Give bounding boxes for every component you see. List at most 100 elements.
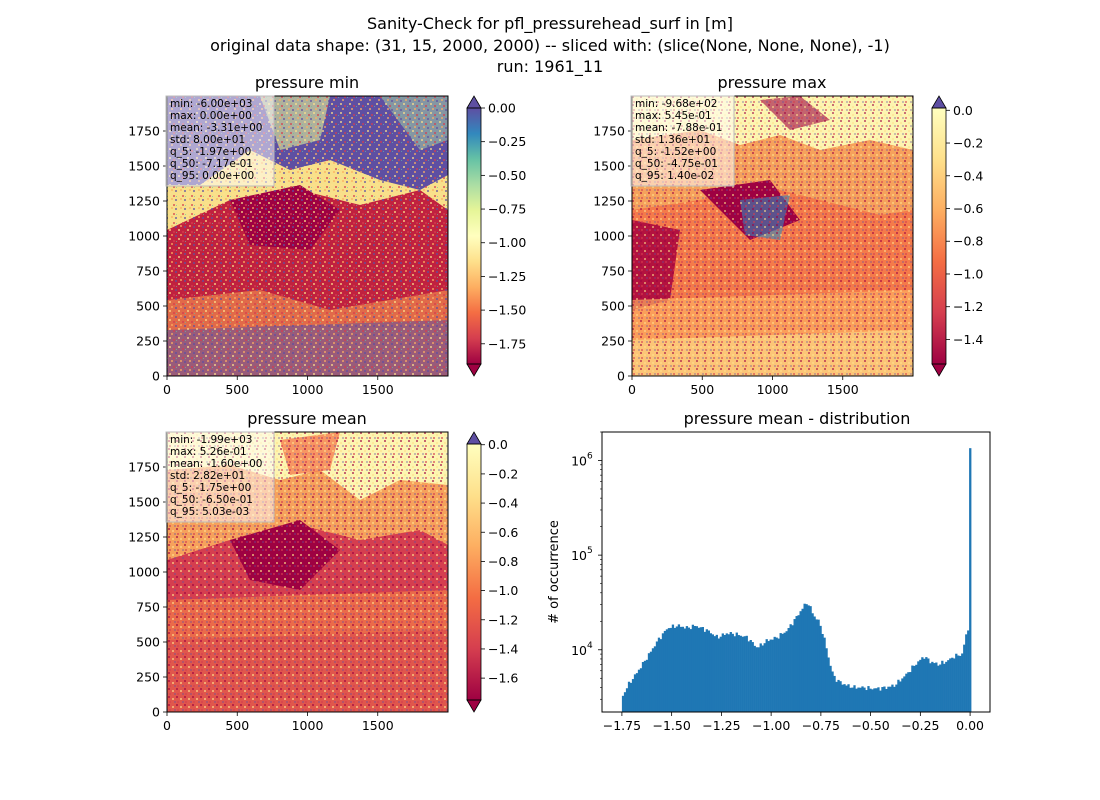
histogram-bar xyxy=(843,684,846,712)
histogram-bar xyxy=(755,647,758,712)
histogram-bar xyxy=(763,643,766,712)
histogram-bar xyxy=(709,633,712,712)
histogram-bar xyxy=(907,672,910,712)
heatmap-image xyxy=(167,432,448,712)
histogram-bar xyxy=(657,637,661,712)
colorbar-tick-label: −0.2 xyxy=(953,136,983,151)
histogram-bar xyxy=(739,635,742,712)
histogram-bar xyxy=(795,616,798,712)
y-tick-exponent: 4 xyxy=(587,641,593,651)
histogram-bar xyxy=(641,662,645,712)
y-tick-label: 750 xyxy=(136,600,160,615)
histogram-bar xyxy=(817,619,820,712)
histogram-bar xyxy=(737,635,740,712)
histogram-bar xyxy=(957,655,960,712)
histogram-bar xyxy=(811,613,814,712)
histogram-bar xyxy=(707,630,710,712)
histogram-bar xyxy=(965,634,968,712)
y-tick-label: 750 xyxy=(601,264,625,279)
colorbar-tick-label: −0.4 xyxy=(953,168,983,183)
colorbar: 0.0 −0.2 −0.4 −0.6 −0.8 −1.0 −1.2 −1.4 −1.6 xyxy=(466,431,518,713)
histogram-bar xyxy=(833,675,836,712)
colorbar-tick-label: −1.4 xyxy=(488,641,518,656)
stats-line: q_5: -1.97e+00 xyxy=(170,146,251,158)
stats-line: max: 0.00e+00 xyxy=(170,110,252,122)
stats-line: mean: -3.31e+00 xyxy=(170,122,262,134)
histogram-bar xyxy=(635,673,639,712)
panel-distribution: pressure mean - distribution −1.75 −1.50−… xyxy=(547,409,991,733)
histogram-bar xyxy=(951,657,954,712)
colorbar-tick-label: −0.75 xyxy=(488,202,526,217)
y-tick-label: 1000 xyxy=(128,229,160,244)
histogram-bar xyxy=(643,660,647,712)
x-tick-label: −0.75 xyxy=(802,718,840,733)
stats-line: std: 1.36e+01 xyxy=(635,134,710,146)
histogram-bar xyxy=(959,655,962,712)
panel-title: pressure mean - distribution xyxy=(684,409,911,428)
histogram-bar xyxy=(871,689,874,712)
colorbar-tick-label: −0.6 xyxy=(953,201,983,216)
histogram-bar xyxy=(963,644,966,712)
histogram-bar xyxy=(943,663,946,712)
panel-title: pressure max xyxy=(717,73,826,92)
y-tick-label: 750 xyxy=(136,264,160,279)
panel-pressure-mean: pressure mean 0 500 1000 1500 0 250 500 750 100… xyxy=(128,409,518,733)
colorbar-tick-label: −1.75 xyxy=(488,336,526,351)
histogram-bar xyxy=(735,632,738,712)
stats-line: std: 2.82e+01 xyxy=(170,470,245,482)
histogram-bar xyxy=(661,633,665,712)
y-tick-label: 0 xyxy=(152,369,160,384)
histogram-bar xyxy=(917,661,920,712)
x-tick-label: 1000 xyxy=(292,718,324,733)
stats-line: max: 5.45e-01 xyxy=(635,110,712,122)
x-tick-label: 1000 xyxy=(292,382,324,397)
histogram-bar xyxy=(947,660,950,712)
y-tick-label: 0 xyxy=(152,705,160,720)
colorbar: 0.0 −0.2 −0.4 −0.6 −0.8 −1.0 −1.2 −1.4 xyxy=(931,95,983,377)
histogram-bar xyxy=(713,636,716,712)
histogram-bar xyxy=(677,624,681,712)
suptitle-line-1: Sanity-Check for pfl_pressurehead_surf i… xyxy=(367,14,733,34)
histogram-bar xyxy=(937,665,940,712)
colorbar-tick-label: −1.00 xyxy=(488,235,526,250)
colorbar-tick-label: −0.2 xyxy=(488,466,518,481)
histogram-bar xyxy=(885,688,888,712)
stats-line: max: 5.26e-01 xyxy=(170,446,247,458)
x-tick-label: 1500 xyxy=(362,382,394,397)
y-tick-label: 1000 xyxy=(128,565,160,580)
histogram-bar xyxy=(865,690,868,712)
colorbar-tick-label: −1.0 xyxy=(953,266,983,281)
histogram-bar xyxy=(731,633,734,712)
y-tick-label: 1750 xyxy=(128,460,160,475)
histogram-bar xyxy=(915,664,918,712)
stats-line: min: -6.00e+03 xyxy=(170,98,252,110)
histogram-bar xyxy=(645,659,649,712)
colorbar-tick-label: −1.2 xyxy=(953,299,983,314)
panel-pressure-min: pressure min 0 500 1000 1500 0 250 500 750 1000… xyxy=(128,73,526,397)
histogram-bar xyxy=(687,627,691,712)
histogram-bar xyxy=(821,633,824,712)
histogram-bar xyxy=(785,631,788,712)
histogram-bar xyxy=(767,641,770,712)
histogram-bar xyxy=(857,687,860,712)
colorbar-tick-label: −1.2 xyxy=(488,612,518,627)
suptitle-line-2: original data shape: (31, 15, 2000, 2000… xyxy=(210,36,890,55)
histogram-bar xyxy=(859,687,862,712)
histogram-bar xyxy=(681,626,685,712)
heatmap-image xyxy=(167,96,448,376)
colorbar-tick-label: −0.8 xyxy=(488,554,518,569)
histogram-bar xyxy=(901,678,904,712)
histogram-bar xyxy=(691,624,695,712)
colorbar-tick-label: −0.4 xyxy=(488,496,518,511)
y-ticks: 0 250 500 750 1000 1250 1500 1750 xyxy=(128,124,167,384)
histogram-bar xyxy=(721,633,724,712)
histogram-bar xyxy=(647,653,651,712)
histogram-bar xyxy=(667,628,671,712)
x-ticks: 0 500 1000 1500 xyxy=(163,376,394,397)
x-tick-label: 0 xyxy=(628,382,636,397)
colorbar-tick-label: −1.25 xyxy=(488,269,526,284)
histogram-bar xyxy=(825,648,828,712)
colorbar-tick-label: −0.6 xyxy=(488,525,518,540)
